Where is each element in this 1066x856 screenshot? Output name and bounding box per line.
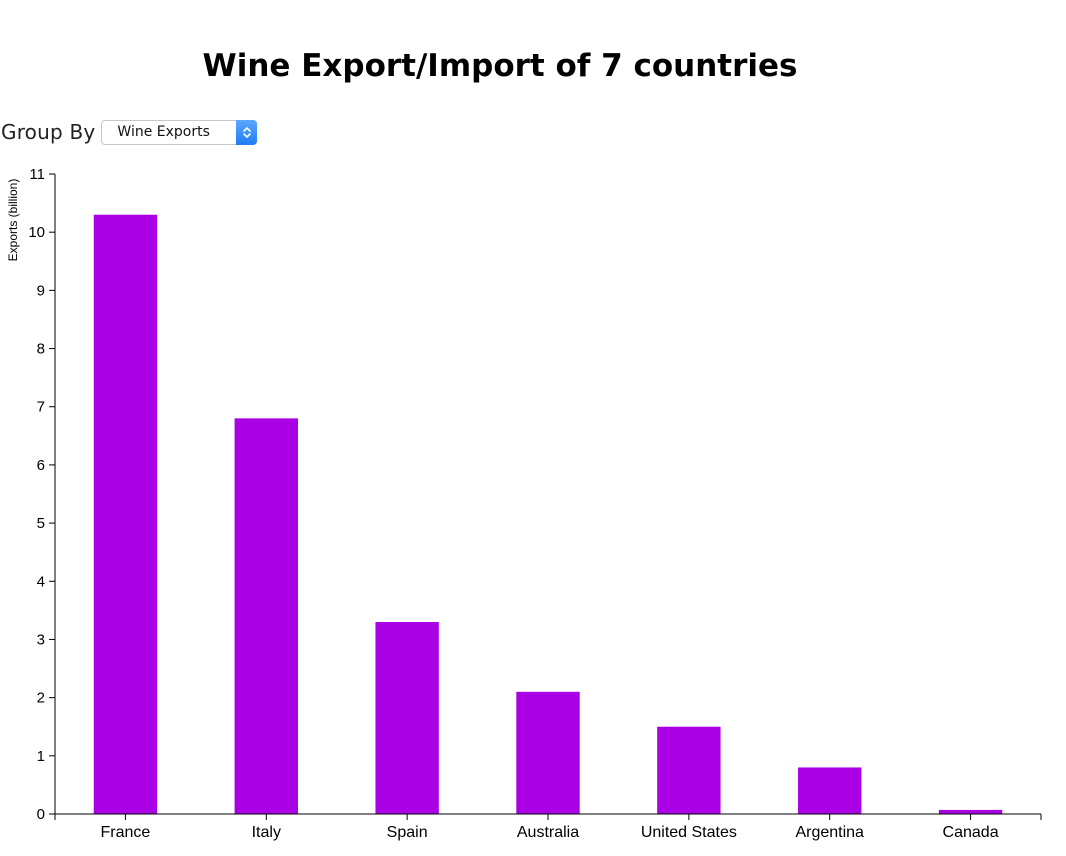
bar-spain [375,622,439,814]
x-tick-label: France [101,824,151,841]
x-tick-label: Australia [517,824,579,841]
y-tick-label: 11 [29,166,45,183]
y-tick-label: 0 [37,806,45,823]
y-tick-label: 2 [37,690,45,707]
y-tick-label: 1 [37,748,45,765]
bar-argentina [798,767,862,814]
y-tick-label: 8 [37,341,45,358]
group-by-select[interactable]: Wine Exports [101,119,258,145]
bar-canada [938,809,1003,814]
y-tick-label: 3 [37,631,45,648]
y-tick-label: 4 [37,573,45,590]
page-title: Wine Export/Import of 7 countries [202,48,798,84]
y-axis-title: Exports (billion) [6,179,20,262]
y-tick-label: 5 [37,515,45,532]
updown-chevron-icon [236,119,258,145]
y-tick-label: 10 [28,224,45,241]
bar-france [93,214,158,814]
group-by-label: Group By [1,120,96,144]
bar-italy [234,418,298,814]
bar-australia [516,691,580,814]
x-tick-label: Canada [943,824,999,841]
y-tick-label: 9 [37,282,45,299]
x-tick-label: United States [641,824,737,841]
y-tick-label: 6 [37,457,45,474]
group-by-control: Group By Wine Exports [1,117,258,147]
x-tick-label: Italy [252,824,281,841]
bar-united-states [657,726,721,814]
x-tick-label: Argentina [795,824,864,841]
group-by-selected-value: Wine Exports [117,124,210,140]
x-tick-label: Spain [387,824,428,841]
y-tick-label: 7 [37,399,45,416]
